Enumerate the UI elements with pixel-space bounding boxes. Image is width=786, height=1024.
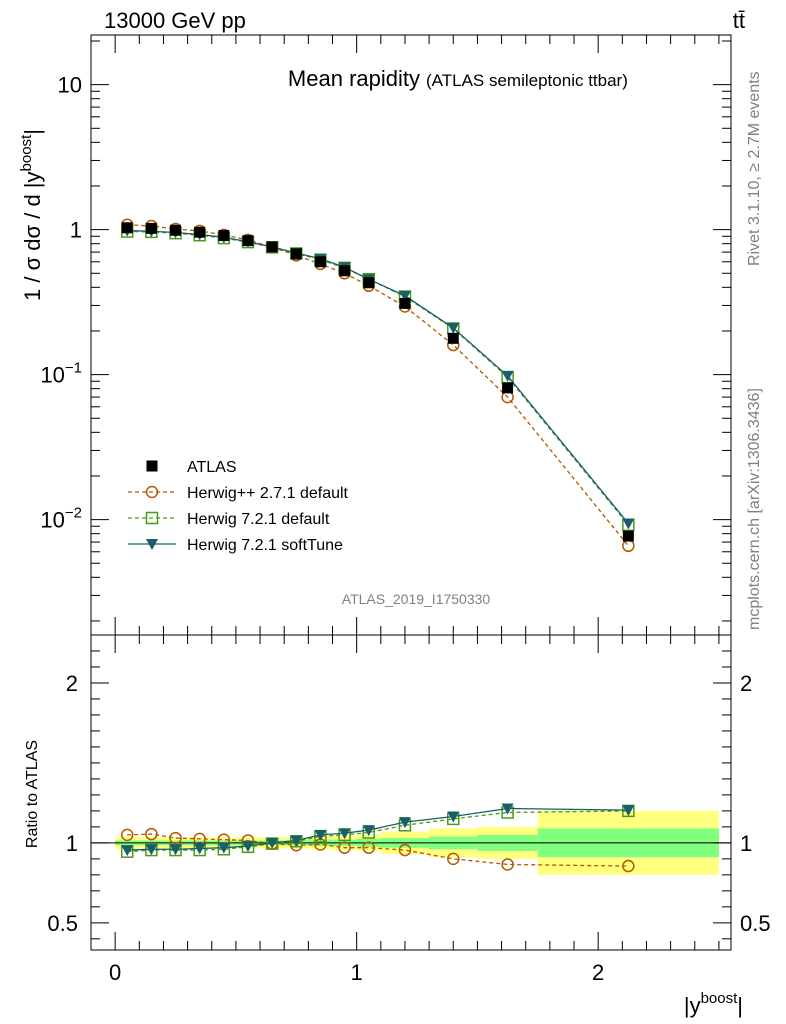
x-axis-label-sup: boost	[701, 990, 739, 1007]
point-herwig-7-2-1-softtune	[622, 518, 635, 530]
point-atlas	[363, 277, 375, 289]
ratio-point-herwig-2-7-1-default	[120, 828, 134, 842]
point-herwig-7-2-1-softtune	[398, 290, 411, 302]
ratio-y-tick-label-right: 2	[740, 671, 752, 696]
ratio-point-herwig-7-2-1-softtune	[266, 837, 279, 849]
ratio-point-herwig-7-2-1-softtune	[398, 817, 411, 829]
y-tick-label: 10	[58, 73, 82, 98]
ratio-frame	[90, 634, 732, 951]
point-atlas	[622, 530, 634, 542]
x-tick-label: 2	[592, 960, 604, 985]
ratio-point-herwig-2-7-1-default	[145, 827, 158, 841]
point-atlas	[242, 235, 254, 247]
legend: ATLAS Herwig++ 2.7.1 default Herwig 7.2.1 …	[128, 459, 349, 554]
ratio-point-herwig-7-2-1-softtune	[622, 805, 635, 817]
line-herwig-2-7-1-default	[127, 224, 629, 547]
legend-marker-herwig-7-2-1-default	[145, 511, 159, 525]
ratio-point-herwig-2-7-1-default	[501, 858, 514, 871]
point-atlas	[170, 224, 182, 236]
legend-marker-herwig-7-2-1-softtune	[146, 539, 158, 550]
analysis-watermark: ATLAS_2019_I1750330	[342, 591, 491, 607]
y-axis-label-sup: boost	[18, 134, 35, 172]
legend-marker-herwig-2-7-1-default	[145, 485, 159, 499]
ratio-point-herwig-7-2-1-softtune	[290, 835, 303, 847]
point-atlas	[194, 226, 206, 238]
y-axis-label: 1 / σ dσ / d |yboost|	[18, 129, 45, 301]
ratio-point-herwig-2-7-1-default	[398, 843, 412, 857]
ratio-point-herwig-7-2-1-softtune	[241, 841, 254, 853]
point-atlas	[266, 241, 278, 253]
point-atlas	[447, 332, 459, 344]
chart-title: Mean rapidity	[288, 66, 420, 91]
header-final-state: tt̄	[733, 8, 745, 33]
ratio-point-herwig-2-7-1-default	[622, 859, 635, 873]
ratio-point-herwig-7-2-1-softtune	[169, 844, 182, 856]
ratio-data-layer	[91, 803, 731, 875]
x-tick-label: 1	[351, 960, 363, 985]
legend-label-herwig-7-2-1-default: Herwig 7.2.1 default	[187, 511, 330, 528]
ratio-point-herwig-7-2-1-softtune	[338, 828, 351, 840]
ratio-point-herwig-7-2-1-softtune	[193, 843, 206, 855]
point-atlas	[290, 248, 302, 260]
y-tick-label-exp: −2	[65, 505, 82, 522]
y-axis-label-end: |	[20, 129, 45, 135]
ratio-point-herwig-2-7-1-default	[362, 841, 375, 854]
point-atlas	[218, 230, 230, 242]
ratio-point-herwig-7-2-1-softtune	[362, 825, 375, 837]
ratio-y-tick-label-right: 1	[740, 831, 752, 856]
ratio-y-tick-label: 2	[66, 671, 78, 696]
ratio-axes: 0 1 2 2 2 1 1 0.5 0.5	[47, 635, 771, 985]
y-tick-label-exp: −1	[65, 360, 82, 377]
ratio-y-tick-label-right: 0.5	[740, 911, 771, 936]
point-atlas	[399, 297, 411, 309]
ratio-point-herwig-7-2-1-softtune	[447, 811, 460, 823]
ratio-panel: 0 1 2 2 2 1 1 0.5 0.5 Ratio to ATLAS	[24, 634, 771, 985]
ratio-axis-label: Ratio to ATLAS	[24, 740, 41, 848]
y-tick-label-base: 10	[58, 73, 82, 98]
ratio-point-herwig-7-2-1-softtune	[217, 842, 230, 854]
chart-subtitle: (ATLAS semileptonic ttbar)	[426, 71, 628, 90]
ratio-point-herwig-7-2-1-softtune	[501, 803, 514, 815]
legend-label-atlas: ATLAS	[187, 459, 237, 476]
ratio-point-herwig-2-7-1-default	[169, 831, 182, 845]
mcplots-label: mcplots.cern.ch [arXiv:1306.3436]	[746, 388, 763, 630]
legend-label-herwig-7-2-1-softtune: Herwig 7.2.1 softTune	[187, 537, 343, 554]
ratio-point-herwig-2-7-1-default	[447, 852, 460, 866]
point-atlas	[339, 265, 351, 277]
header-process: 13000 GeV pp	[104, 8, 246, 33]
legend-marker-atlas	[146, 460, 158, 472]
point-herwig-7-2-1-softtune	[447, 322, 460, 334]
svg-text:1 / σ dσ / d |yboost|: 1 / σ dσ / d |yboost|	[18, 129, 45, 301]
point-atlas	[314, 256, 326, 268]
x-axis-label: |yboost|	[684, 990, 743, 1018]
y-tick-label: 10−2	[40, 505, 82, 533]
y-tick-label: 10−1	[40, 360, 82, 388]
legend-label-herwig-2-7-1-default: Herwig++ 2.7.1 default	[187, 485, 349, 502]
ratio-point-herwig-7-2-1-softtune	[145, 844, 158, 856]
point-herwig-7-2-1-softtune	[501, 370, 514, 382]
point-atlas	[121, 222, 133, 234]
y-tick-label: 1	[70, 218, 82, 243]
ratio-point-herwig-7-2-1-softtune	[314, 829, 327, 841]
y-axis-label-main: 1 / σ dσ / d |y	[20, 171, 45, 300]
point-atlas	[502, 382, 514, 394]
rivet-version-label: Rivet 3.1.10, ≥ 2.7M events	[746, 71, 763, 266]
ratio-y-tick-label: 0.5	[47, 911, 78, 936]
y-tick-label-base: 10	[40, 363, 64, 388]
y-tick-label-base: 1	[70, 218, 82, 243]
ratio-y-tick-label: 1	[66, 831, 78, 856]
ratio-point-herwig-7-2-1-softtune	[121, 845, 134, 857]
y-tick-label-base: 10	[40, 508, 64, 533]
point-atlas	[145, 222, 157, 234]
x-axis-label-end: |	[737, 993, 743, 1018]
ratio-point-herwig-2-7-1-default	[338, 841, 351, 854]
x-axis-label-main: |y	[684, 993, 701, 1018]
main-data-layer	[120, 218, 635, 553]
x-tick-label: 0	[109, 960, 121, 985]
